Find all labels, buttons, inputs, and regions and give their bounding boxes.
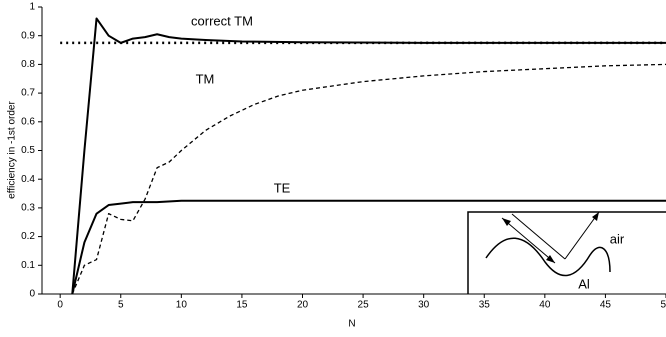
y-tick-label: 0.9 [21,30,35,41]
line-series [71,199,666,295]
y-tick-label: 0.3 [21,203,35,214]
arrow [564,211,600,260]
arrow-head [592,212,599,221]
y-tick-label: 1 [29,2,35,13]
arrow [501,217,556,264]
x-tick-label: 50 [660,300,666,311]
x-tick-label: 35 [479,300,491,311]
x-tick-label: 30 [418,300,430,311]
wavy-surface [485,237,611,277]
y-tick-label: 0.2 [21,231,35,242]
x-tick-label: 45 [600,300,612,311]
y-tick-label: 0.5 [21,145,35,156]
annotation: air [610,231,625,246]
arrow-head [502,218,511,226]
x-tick-label: 15 [236,300,248,311]
y-axis-label: efficiency in -1st order [7,101,18,199]
annotation: TE [274,180,291,195]
inset-diagram [467,211,666,294]
x-tick-label: 25 [358,300,370,311]
x-tick-label: 20 [297,300,309,311]
annotation: Al [578,276,590,291]
line-series [71,17,666,295]
y-tick-label: 0.7 [21,88,35,99]
y-tick-label: 0.6 [21,116,35,127]
x-tick-label: 5 [118,300,124,311]
y-tick-label: 0.8 [21,59,35,70]
arrow-head [546,255,555,263]
x-axis-label: N [348,319,355,330]
x-tick-label: 0 [57,300,63,311]
y-tick-label: 0.1 [21,260,35,271]
inset-frame [467,211,666,294]
line-series [71,63,666,295]
y-tick-label: 0.4 [21,174,35,185]
annotation: correct TM [191,13,253,28]
annotation: TM [196,71,215,86]
y-tick-label: 0 [29,289,35,300]
arrow [511,213,566,260]
x-tick-label: 40 [539,300,551,311]
x-tick-label: 10 [176,300,188,311]
